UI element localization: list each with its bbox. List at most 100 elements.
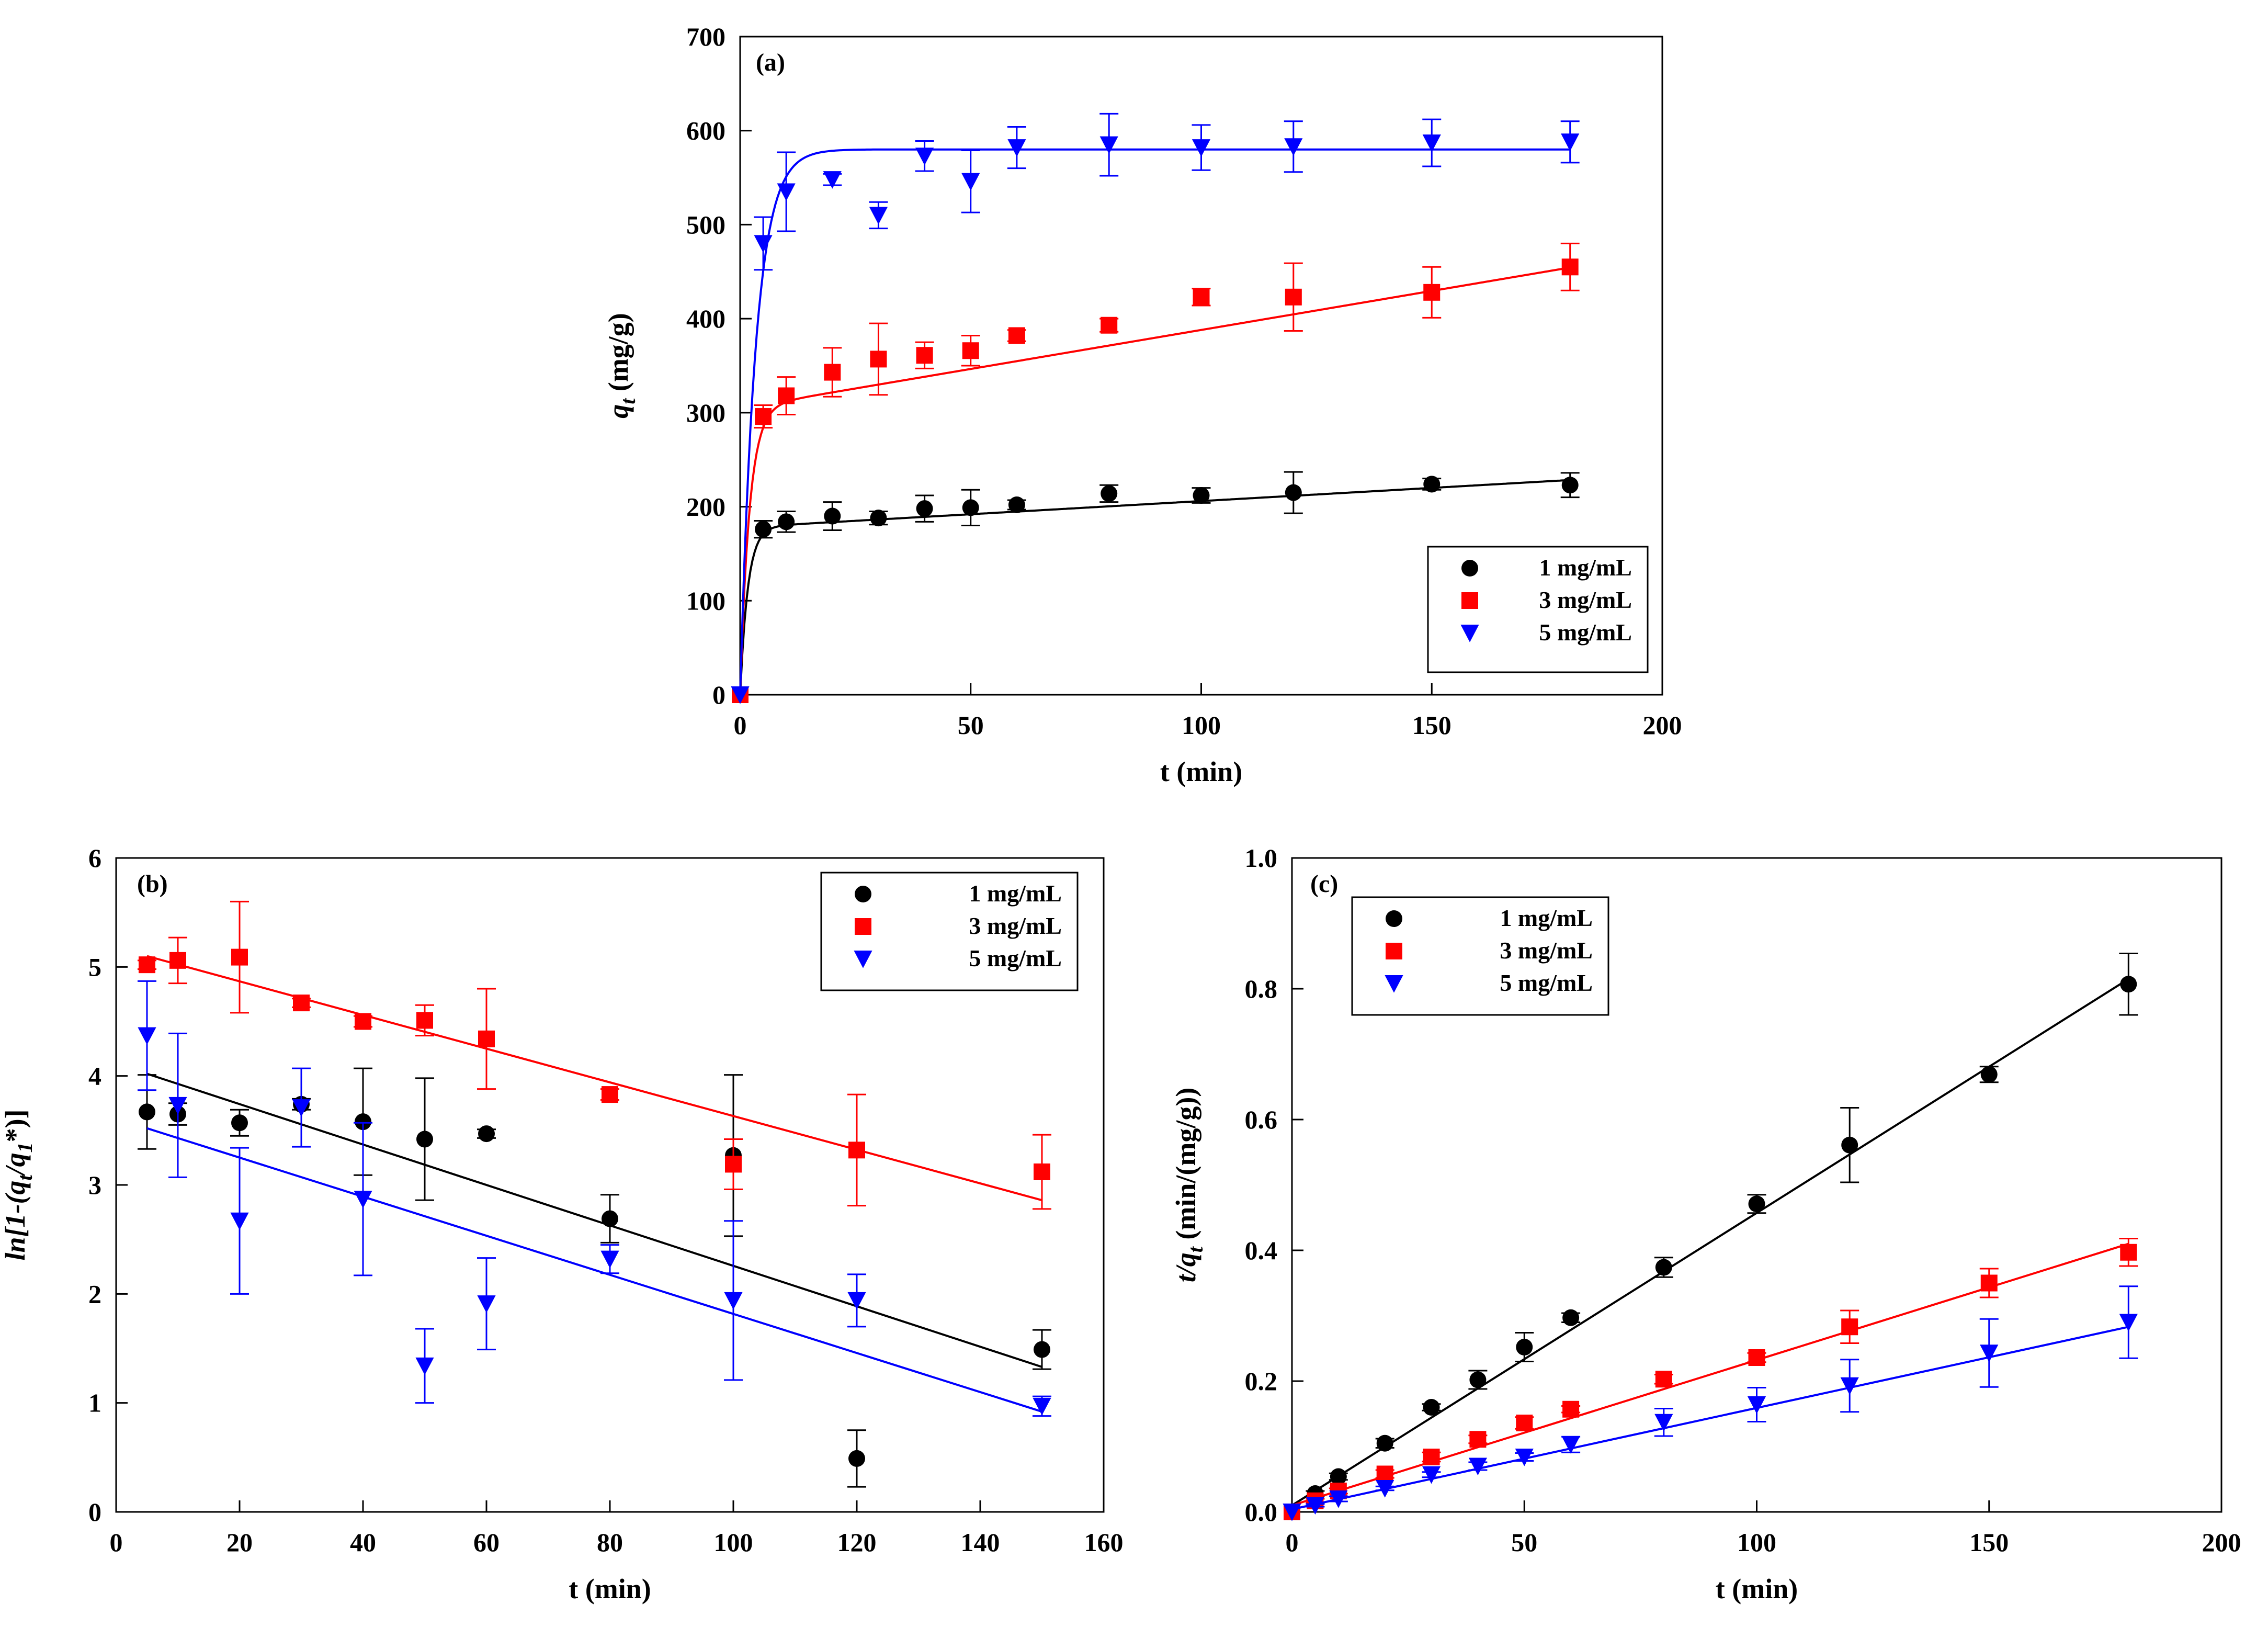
panel-a-kinetics: 0 50 100 150 200 0 100 200 300 400 500 600 700 t (min… (603, 22, 1682, 787)
legend-marker (1386, 910, 1402, 927)
data-point (1654, 1414, 1673, 1432)
x-axis-title: t (min) (1160, 756, 1242, 787)
data-point (1562, 1309, 1580, 1326)
data-point (1376, 1480, 1394, 1498)
data-point (139, 956, 155, 974)
y-title-part: t (13, 1174, 37, 1181)
data-point (778, 513, 795, 530)
data-point (870, 510, 887, 527)
data-point (754, 235, 773, 253)
data-point (1748, 1195, 1765, 1213)
y-title-part: 1 (13, 1142, 37, 1153)
legend-marker (1461, 560, 1478, 577)
data-point (1655, 1259, 1672, 1276)
data-point (1423, 284, 1441, 301)
data-point (169, 952, 186, 969)
data-point (1515, 1449, 1534, 1466)
y-tick-label: 0.4 (1245, 1236, 1278, 1265)
data-point (477, 1295, 496, 1313)
y-title-q: q (603, 404, 634, 419)
series-1-mg-mL (732, 471, 1580, 703)
fit-line (146, 1072, 1042, 1368)
data-point (1980, 1066, 1998, 1083)
legend-label: 3 mg/mL (969, 912, 1062, 939)
data-point (1376, 1465, 1393, 1483)
legend-label: 5 mg/mL (969, 945, 1062, 971)
data-point (1841, 1136, 1858, 1154)
data-point (1562, 1400, 1580, 1418)
panel-label: (a) (756, 49, 785, 76)
data-point (231, 1114, 248, 1132)
data-point (1561, 477, 1579, 494)
data-point (1655, 1371, 1672, 1388)
data-point (1329, 1490, 1348, 1508)
y-axis-title: ln[1-(qt/q1*)] (0, 1109, 37, 1260)
data-point (1192, 139, 1211, 157)
y-title-part: t/q (1170, 1252, 1201, 1282)
y-axis-title: t/qt (min/(mg/g)) (1170, 1088, 1207, 1283)
panel-label: (b) (137, 870, 168, 898)
y-tick-label: 4 (88, 1061, 101, 1091)
legend-label: 3 mg/mL (1539, 586, 1632, 613)
data-point (1561, 1436, 1580, 1454)
data-point (848, 1142, 865, 1159)
data-point (962, 499, 979, 516)
data-point (416, 1012, 433, 1029)
x-tick-label: 80 (597, 1528, 623, 1557)
data-point (1980, 1274, 1998, 1292)
series-3-mg-mL (732, 242, 1580, 703)
y-tick-label: 600 (686, 116, 725, 145)
y-tick-label: 5 (88, 952, 101, 981)
legend-marker (855, 918, 871, 935)
legend-marker (1461, 592, 1478, 609)
data-point (1747, 1396, 1766, 1414)
series-1-mg-mL (1284, 953, 2138, 1520)
data-point (1101, 317, 1118, 334)
data-point (1284, 138, 1303, 156)
x-tick-label: 20 (226, 1528, 253, 1557)
data-point (231, 948, 248, 966)
series-5-mg-mL (1283, 1285, 2138, 1521)
legend-label: 1 mg/mL (969, 880, 1062, 907)
fit-line (146, 955, 1042, 1202)
series-5-mg-mL (731, 112, 1580, 704)
data-point (1376, 1434, 1393, 1452)
x-tick-label: 40 (350, 1528, 376, 1557)
data-point (848, 1450, 865, 1467)
data-point (478, 1125, 495, 1143)
y-tick-label: 0.0 (1245, 1497, 1278, 1527)
series-5-mg-mL (138, 980, 1051, 1417)
data-point (1516, 1339, 1533, 1355)
data-point (138, 1027, 156, 1045)
data-point (916, 347, 933, 364)
legend-marker (855, 886, 871, 902)
x-tick-label: 0 (110, 1528, 123, 1557)
y-tick-label: 200 (686, 492, 725, 522)
data-point (1330, 1468, 1347, 1485)
data-point (777, 183, 796, 201)
data-point (1468, 1457, 1487, 1476)
data-point (355, 1013, 371, 1030)
y-tick-label: 700 (686, 22, 725, 51)
y-tick-label: 0.2 (1245, 1366, 1278, 1396)
x-tick-label: 100 (1182, 710, 1221, 740)
data-point (1008, 327, 1025, 344)
series-3-mg-mL (138, 900, 1051, 1210)
data-point (1561, 133, 1580, 151)
data-point (600, 1250, 619, 1269)
x-tick-label: 50 (1511, 1528, 1537, 1557)
data-point (1423, 1449, 1440, 1465)
data-point (139, 1103, 155, 1121)
y-tick-label: 0 (712, 680, 725, 709)
y-title-unit: (mg/g) (603, 313, 634, 398)
x-tick-label: 140 (961, 1528, 1000, 1557)
fit-line (146, 1127, 1042, 1413)
data-point (1561, 258, 1579, 276)
data-point (354, 1191, 372, 1208)
data-point (824, 507, 841, 525)
y-title-part: t (1184, 1246, 1207, 1252)
data-point (168, 1097, 187, 1115)
x-tick-label: 0 (1286, 1528, 1299, 1557)
y-title-part: (min/(mg/g)) (1170, 1088, 1201, 1247)
